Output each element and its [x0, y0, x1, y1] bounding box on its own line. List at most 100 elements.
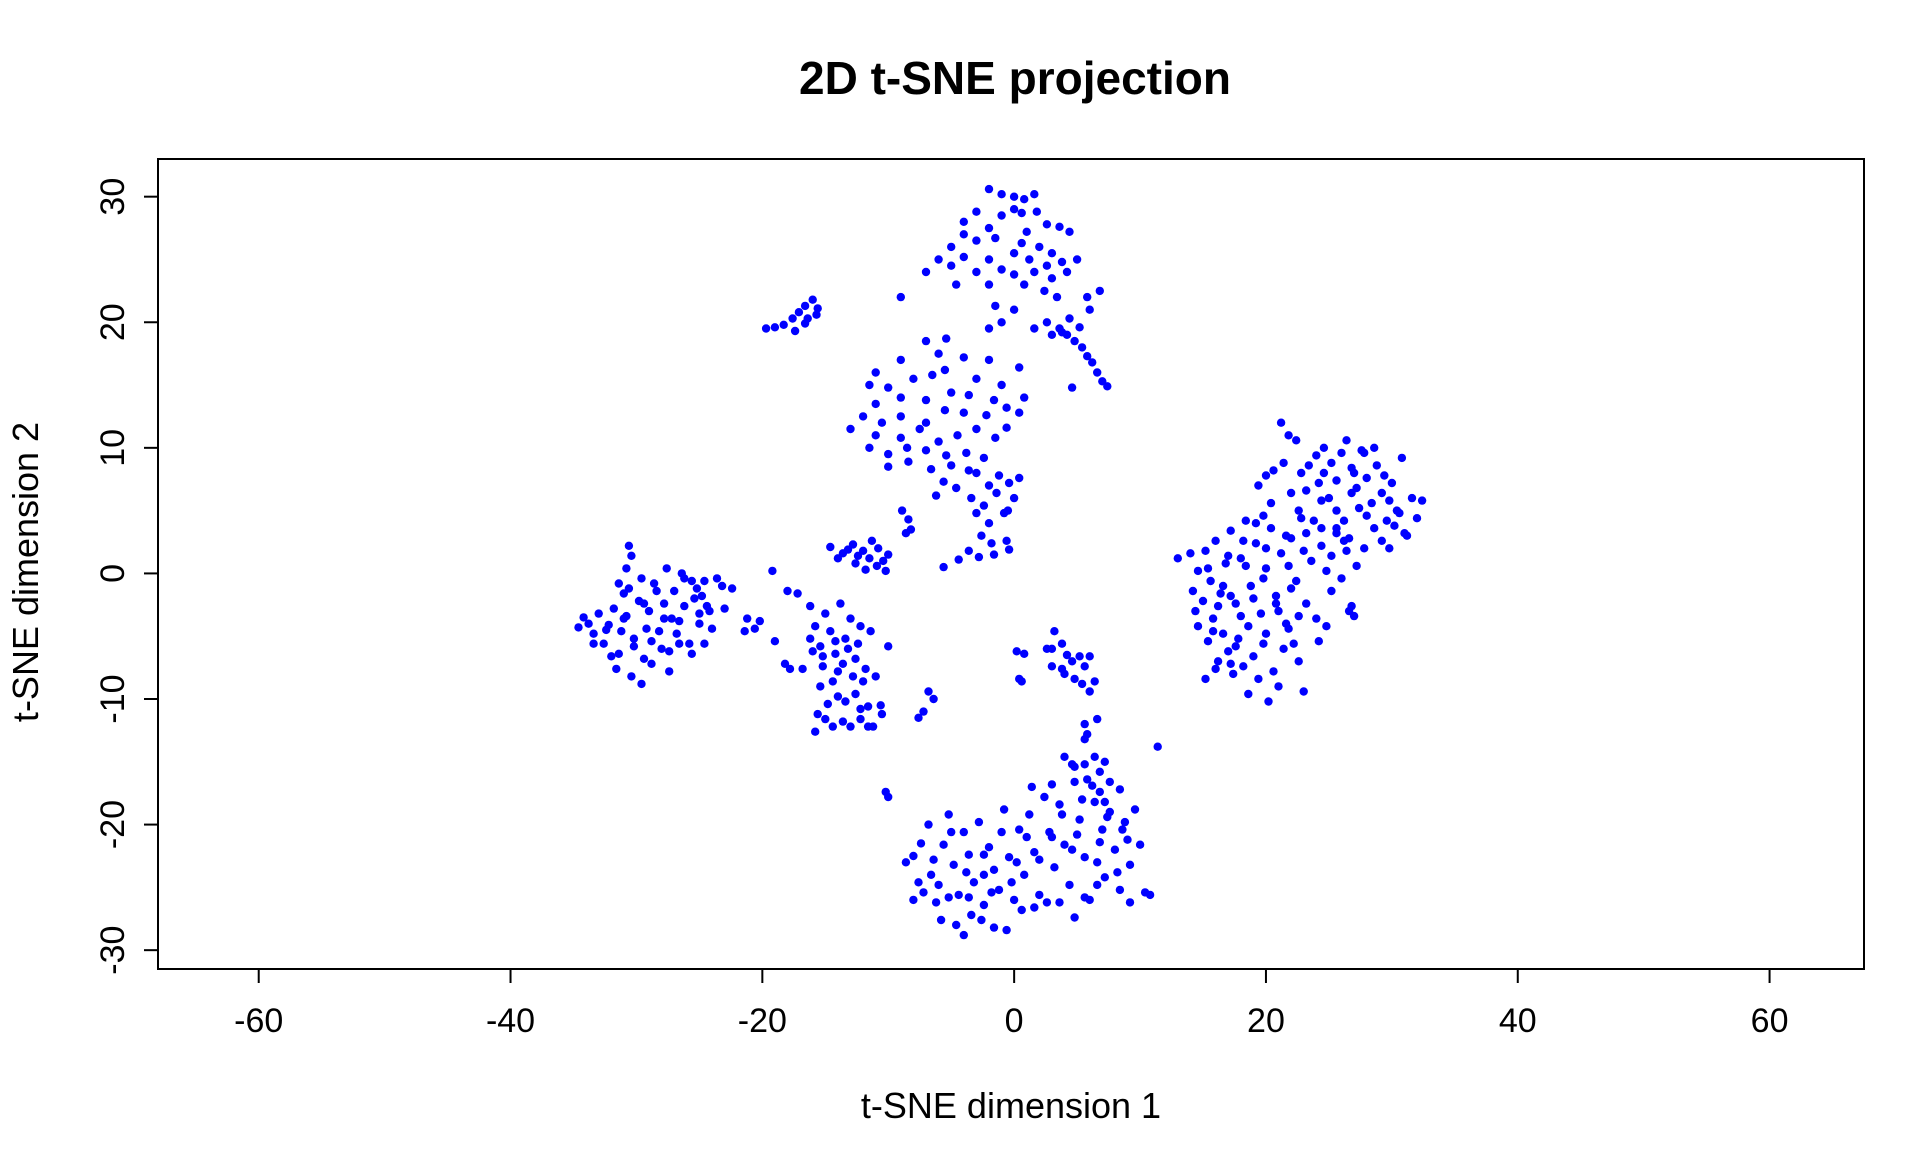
data-point	[1100, 797, 1110, 807]
data-point	[1042, 644, 1052, 653]
data-point	[687, 576, 696, 586]
data-point	[851, 654, 860, 663]
data-point	[947, 388, 956, 397]
data-point	[667, 614, 676, 623]
data-point	[1251, 539, 1261, 548]
data-point	[872, 561, 882, 571]
data-point	[680, 601, 689, 611]
x-tick-label: 40	[1499, 1002, 1537, 1040]
data-point	[1284, 431, 1293, 440]
data-point	[1327, 586, 1336, 596]
data-point	[1085, 652, 1094, 661]
data-point	[851, 689, 860, 699]
data-point	[1264, 697, 1273, 706]
data-point	[831, 637, 840, 646]
data-point	[1003, 506, 1013, 515]
data-point	[1377, 536, 1387, 545]
data-point	[816, 682, 825, 691]
data-point	[1337, 448, 1346, 458]
data-point	[984, 280, 994, 289]
x-tick-label: 60	[1751, 1002, 1789, 1040]
data-point	[939, 840, 948, 849]
data-point	[607, 652, 616, 661]
data-point	[1284, 624, 1293, 633]
data-point	[977, 915, 986, 925]
data-point	[947, 827, 956, 837]
y-tick-label: -30	[94, 926, 132, 975]
data-point	[1193, 622, 1203, 631]
data-point	[914, 713, 923, 722]
data-point	[1294, 657, 1303, 666]
data-point	[1236, 611, 1246, 621]
data-point	[984, 519, 994, 528]
data-point	[1266, 524, 1276, 533]
data-point	[1113, 868, 1122, 877]
data-point	[1294, 611, 1303, 621]
data-point	[1083, 292, 1092, 302]
data-point	[627, 672, 636, 681]
data-point	[967, 493, 976, 503]
data-point	[649, 579, 659, 588]
data-point	[1362, 511, 1371, 520]
data-point	[984, 355, 994, 365]
data-point	[1100, 873, 1110, 882]
data-point	[1342, 546, 1351, 555]
data-point	[861, 565, 870, 574]
data-point	[1400, 529, 1409, 538]
data-point	[1070, 674, 1079, 684]
data-point	[1231, 599, 1240, 608]
data-point	[1002, 403, 1011, 412]
data-point	[1244, 622, 1253, 631]
data-point	[931, 491, 941, 500]
data-point	[1088, 358, 1097, 367]
data-point	[812, 310, 821, 319]
data-point	[622, 611, 631, 621]
data-point	[1080, 662, 1089, 671]
data-point	[1322, 566, 1331, 576]
data-point	[1123, 835, 1132, 844]
data-point	[1370, 443, 1379, 452]
data-point	[884, 449, 893, 459]
data-point	[884, 462, 893, 471]
data-point	[629, 634, 639, 643]
data-point	[1239, 662, 1248, 671]
data-point	[984, 184, 994, 194]
data-point	[1254, 481, 1263, 490]
data-point	[720, 604, 729, 613]
data-point	[947, 461, 956, 470]
data-point	[1002, 423, 1011, 432]
data-point	[884, 792, 893, 802]
data-point	[1055, 222, 1064, 231]
data-point	[1246, 581, 1256, 591]
data-point	[846, 614, 855, 623]
data-point	[1083, 352, 1092, 361]
data-point	[1309, 516, 1319, 525]
data-point	[1370, 524, 1379, 533]
data-point	[836, 599, 845, 608]
data-point	[1286, 488, 1296, 498]
data-point	[1118, 825, 1127, 834]
data-point	[609, 604, 618, 613]
data-point	[919, 888, 928, 897]
data-point	[1004, 853, 1014, 862]
data-point	[1019, 870, 1029, 879]
data-point	[1030, 324, 1039, 333]
data-point	[1090, 752, 1099, 761]
data-point	[1057, 328, 1067, 337]
data-point	[1004, 478, 1014, 488]
data-point	[843, 545, 853, 554]
data-point	[700, 639, 709, 648]
data-point	[1352, 561, 1361, 571]
data-point	[1077, 795, 1087, 804]
data-point	[1226, 591, 1235, 601]
data-point	[1080, 719, 1089, 729]
data-point	[904, 457, 913, 466]
data-point	[1103, 382, 1112, 391]
data-point	[921, 267, 931, 277]
data-point	[853, 639, 863, 648]
data-point	[1297, 468, 1306, 478]
data-point	[1093, 714, 1102, 724]
data-point	[826, 627, 835, 636]
data-point	[574, 623, 583, 632]
data-point	[1030, 848, 1039, 857]
